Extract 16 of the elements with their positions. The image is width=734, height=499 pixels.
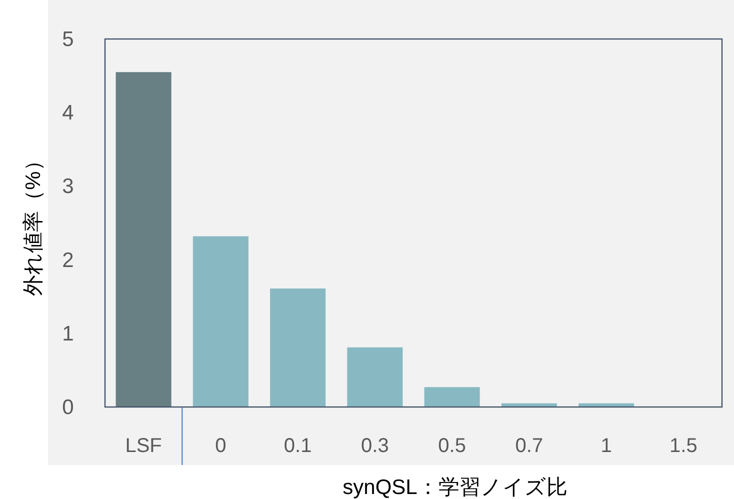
y-tick-label: 1 xyxy=(62,322,74,346)
x-axis-title: synQSL：学習ノイズ比 xyxy=(342,476,568,499)
x-tick-label: 0.1 xyxy=(284,435,312,457)
x-tick-label: 1 xyxy=(600,435,612,457)
y-tick-label: 2 xyxy=(62,248,74,272)
y-tick-label: 3 xyxy=(62,175,74,198)
y-axis-title: 外れ値率（%） xyxy=(22,150,45,296)
x-tick-label: 1.5 xyxy=(670,435,698,457)
y-tick-label: 5 xyxy=(62,28,74,51)
x-tick-label: 0 xyxy=(215,435,226,457)
x-tick-label: 0.5 xyxy=(438,435,466,457)
y-tick-label: 0 xyxy=(62,396,74,419)
x-tick-label: 0.7 xyxy=(515,435,544,457)
x-tick-label: 0.3 xyxy=(361,435,389,457)
y-tick-label: 4 xyxy=(62,102,74,125)
x-tick-label: LSF xyxy=(125,435,162,457)
